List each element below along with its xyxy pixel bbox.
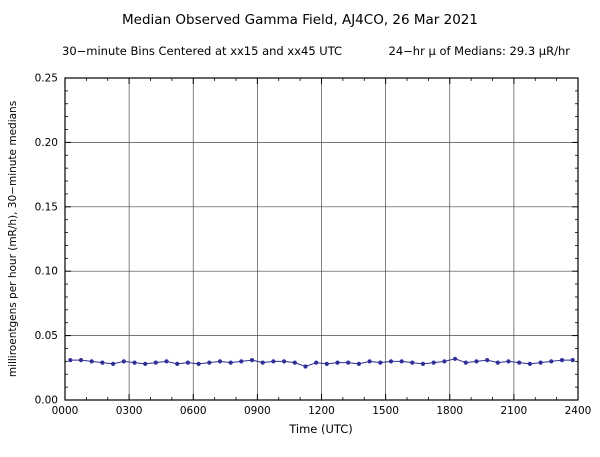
- chart-subtitle-left: 30−minute Bins Centered at xx15 and xx45…: [62, 44, 342, 58]
- y-tick-label: 0.20: [35, 137, 58, 149]
- data-point: [185, 360, 190, 365]
- x-tick-label: 1500: [372, 405, 399, 417]
- data-point: [570, 358, 575, 363]
- data-point: [367, 359, 372, 364]
- chart-title: Median Observed Gamma Field, AJ4CO, 26 M…: [122, 12, 478, 28]
- data-point: [303, 364, 308, 369]
- plot-area: 0000 0300 0600 0900 1200 1500 1800 2100 2400 0.00…: [35, 73, 592, 418]
- data-point: [324, 361, 329, 366]
- data-point: [196, 361, 201, 366]
- x-tick-label: 0600: [180, 405, 207, 417]
- x-tick-label: 0000: [52, 405, 79, 417]
- x-tick-label: 0300: [116, 405, 143, 417]
- y-tick-label: 0.15: [35, 201, 58, 213]
- data-point: [100, 360, 105, 365]
- data-point: [442, 359, 447, 364]
- y-tick-label: 0.00: [35, 395, 58, 407]
- data-point: [378, 360, 383, 365]
- data-point: [506, 359, 511, 364]
- chart-subtitle-right: 24−hr μ of Medians: 29.3 μR/hr: [389, 44, 571, 58]
- data-point: [78, 358, 84, 363]
- data-point: [282, 359, 287, 364]
- x-tick-label: 2100: [501, 405, 528, 417]
- data-point: [175, 361, 180, 366]
- x-tick-label: 1800: [436, 405, 463, 417]
- data-point: [132, 360, 137, 365]
- plot-frame: [64, 77, 579, 401]
- data-point: [549, 359, 554, 364]
- data-point: [410, 360, 415, 365]
- data-point: [474, 359, 479, 364]
- data-point: [527, 361, 533, 366]
- data-point: [453, 356, 458, 361]
- data-point: [271, 359, 276, 364]
- data-point: [495, 360, 500, 365]
- data-point: [143, 361, 148, 366]
- data-point: [431, 360, 436, 365]
- data-point: [207, 360, 212, 365]
- data-point: [314, 360, 319, 365]
- data-point: [164, 359, 169, 364]
- data-point: [356, 361, 361, 366]
- data-point: [260, 360, 265, 365]
- data-point: [538, 360, 543, 365]
- data-point: [420, 361, 426, 366]
- data-point: [68, 358, 73, 363]
- data-point: [239, 359, 244, 364]
- data-point: [399, 359, 404, 364]
- data-point: [485, 358, 490, 363]
- data-point: [559, 358, 565, 363]
- x-tick-label: 2400: [565, 405, 592, 417]
- data-point: [335, 360, 340, 365]
- data-point: [292, 360, 297, 365]
- y-tick-label: 0.25: [35, 73, 58, 85]
- data-point: [463, 360, 468, 365]
- data-point: [249, 358, 255, 363]
- data-point: [228, 360, 233, 365]
- y-tick-label: 0.05: [35, 330, 58, 342]
- data-point: [517, 360, 522, 365]
- data-point: [89, 359, 94, 364]
- data-point: [111, 361, 116, 366]
- y-axis-label: milliroentgens per hour (mR/h), 30−minut…: [7, 101, 19, 377]
- data-point: [388, 359, 394, 364]
- data-point: [121, 359, 126, 364]
- x-tick-label: 1200: [308, 405, 335, 417]
- data-point: [217, 359, 223, 364]
- x-tick-label: 0900: [244, 405, 271, 417]
- x-axis-label: Time (UTC): [288, 422, 353, 436]
- data-point: [346, 360, 351, 365]
- data-point: [153, 360, 158, 365]
- y-tick-label: 0.10: [35, 266, 58, 278]
